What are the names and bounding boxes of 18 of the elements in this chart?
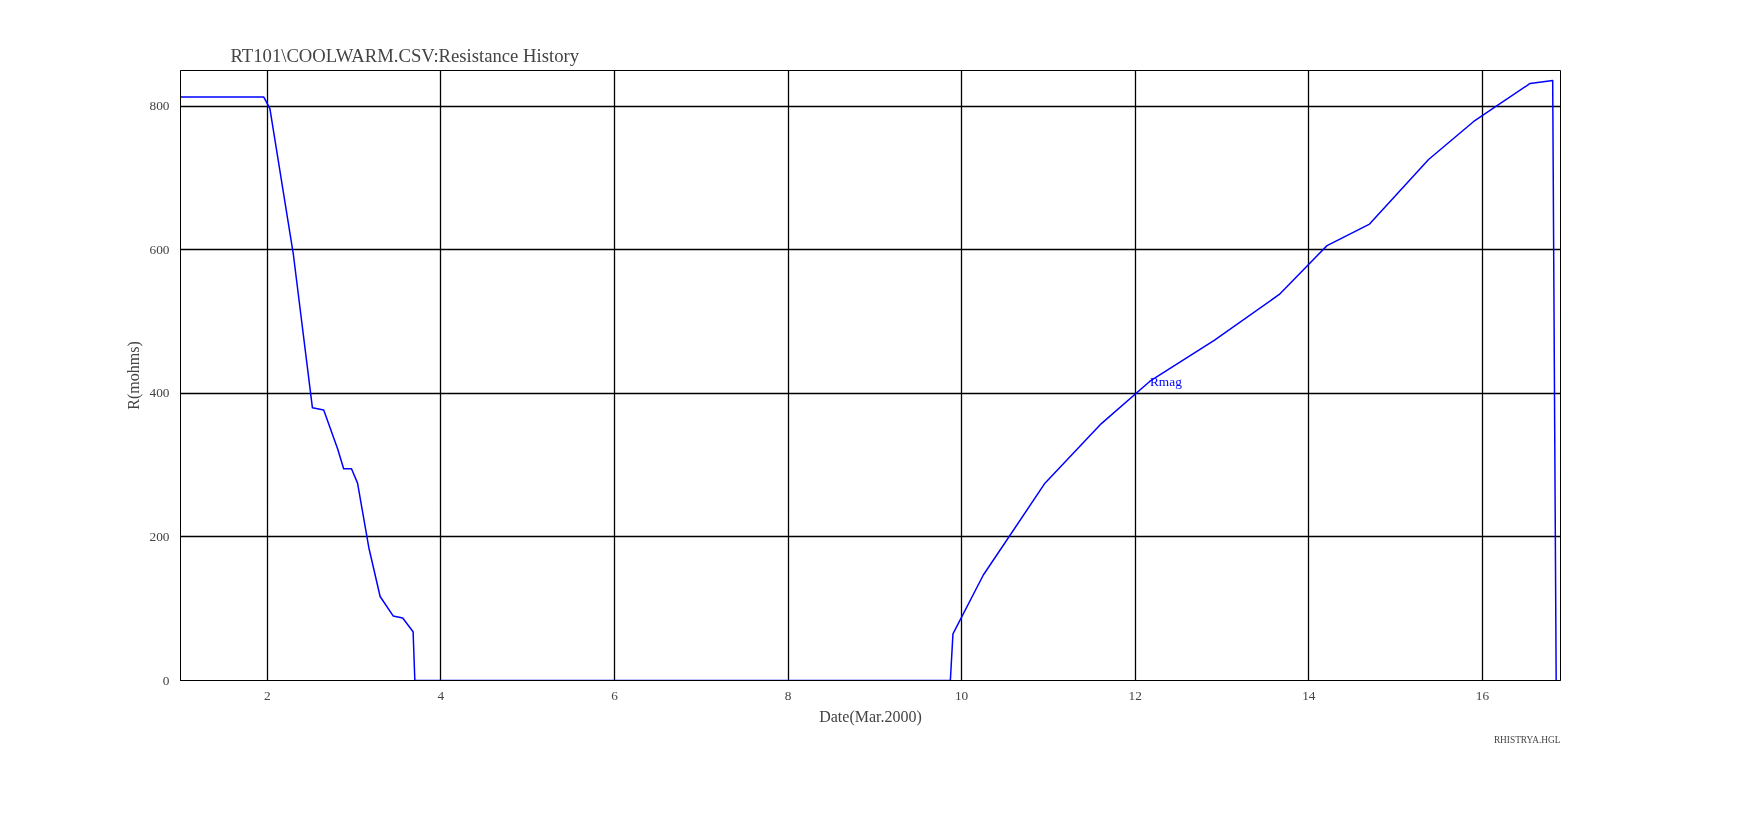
x-tick-label: 10 — [954, 687, 969, 703]
x-tick-label: 14 — [1302, 687, 1316, 703]
x-tick-label: 6 — [611, 687, 619, 703]
y-tick-label: 200 — [149, 528, 170, 544]
x-tick-label: 2 — [263, 687, 271, 703]
y-axis-title: R(mohms) — [124, 341, 143, 410]
chart-title: RT101\COOLWARM.CSV:Resistance History — [230, 44, 580, 66]
y-tick-label: 0 — [162, 672, 170, 688]
y-tick-label: 800 — [149, 98, 170, 114]
x-tick-label: 16 — [1475, 687, 1490, 703]
x-axis-title: Date(Mar.2000) — [819, 707, 922, 726]
annotation: Rmag — [1149, 373, 1183, 389]
y-tick-label: 600 — [149, 241, 170, 257]
x-tick-label: 12 — [1128, 687, 1142, 703]
text: RHISTRYA.HGL — [1493, 734, 1561, 745]
y-tick-label: 400 — [149, 385, 170, 401]
x-tick-label: 4 — [437, 687, 445, 703]
x-tick-label: 8 — [784, 687, 792, 703]
